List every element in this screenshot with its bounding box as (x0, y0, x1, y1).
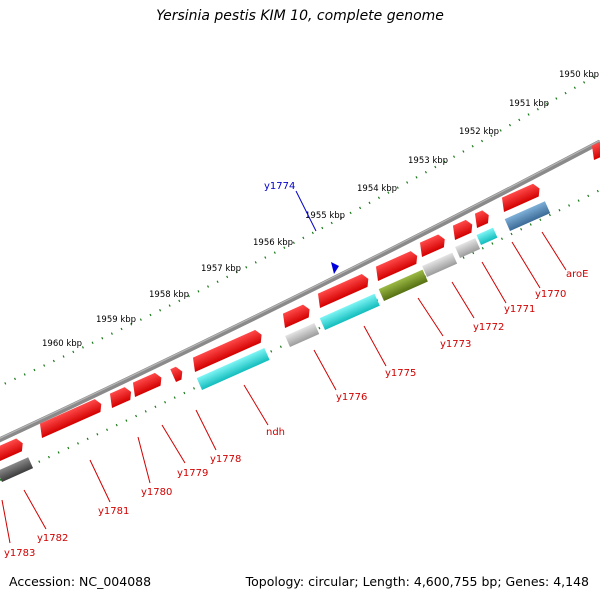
highlight-leader (295, 190, 317, 232)
scale-label: 1955 kbp (305, 211, 345, 221)
gene-arrow[interactable] (279, 303, 312, 328)
forward-strand-genes (0, 142, 600, 463)
gene-arrow[interactable] (106, 385, 134, 408)
gene-block[interactable] (422, 252, 458, 277)
gene-label[interactable]: y1779 (177, 468, 208, 479)
gene-arrow[interactable] (36, 398, 104, 438)
gene-label[interactable]: y1781 (98, 506, 129, 517)
map-title: Yersinia pestis KIM 10, complete genome (156, 8, 444, 24)
leader-line (363, 325, 387, 367)
gene-arrow[interactable] (372, 250, 420, 281)
leader-line (1, 499, 11, 544)
leader-line (89, 459, 111, 503)
highlight-label[interactable]: y1774 (264, 181, 295, 192)
highlight-marker-icon[interactable] (331, 262, 339, 274)
gene-label[interactable]: aroE (566, 269, 588, 280)
leader-line (451, 281, 475, 319)
gene-label[interactable]: y1771 (504, 304, 535, 315)
genome-backbone-highlight (0, 139, 600, 439)
leader-line (511, 241, 541, 289)
accession-text: Accession: NC_004088 (9, 574, 152, 589)
gene-label[interactable]: ndh (266, 427, 285, 438)
reverse-strand-genes (0, 201, 551, 482)
gene-label[interactable]: y1773 (440, 339, 471, 350)
scale-label: 1958 kbp (149, 290, 189, 300)
genome-summary-text: Topology: circular; Length: 4,600,755 bp… (245, 574, 589, 589)
gene-arrow[interactable] (471, 209, 491, 228)
gene-arrow[interactable] (588, 142, 600, 160)
leader-line (137, 436, 151, 484)
scale-label: 1954 kbp (357, 184, 397, 194)
scale-label: 1960 kbp (42, 339, 82, 349)
gene-block[interactable] (504, 201, 551, 231)
scale-label: 1953 kbp (408, 156, 448, 166)
gene-arrow[interactable] (0, 437, 26, 463)
gene-label[interactable]: y1783 (4, 548, 35, 559)
scale-label: 1959 kbp (96, 315, 136, 325)
gene-label-layer: aroE y1770 y1771 y1772 y1773 y1775 y1776… (1, 231, 588, 559)
gene-label[interactable]: y1780 (141, 487, 172, 498)
scale-label: 1957 kbp (201, 264, 241, 274)
leader-line (541, 231, 567, 271)
leader-line (243, 384, 269, 426)
gene-arrow[interactable] (189, 328, 264, 372)
gene-block[interactable] (0, 457, 34, 482)
scale-label: 1950 kbp (559, 70, 599, 80)
gene-label[interactable]: y1776 (336, 392, 367, 403)
gene-block[interactable] (455, 238, 481, 258)
gene-label[interactable]: y1770 (535, 289, 566, 300)
gene-label[interactable]: y1782 (37, 533, 68, 544)
genome-backbone (0, 139, 600, 443)
scale-label: 1956 kbp (253, 238, 293, 248)
gene-arrow[interactable] (449, 218, 475, 240)
gene-arrow[interactable] (314, 272, 371, 308)
gene-arrow[interactable] (129, 371, 164, 397)
gene-block[interactable] (196, 348, 270, 390)
scale-label: 1951 kbp (509, 99, 549, 109)
leader-line (481, 261, 507, 304)
leader-line (195, 409, 217, 451)
gene-label[interactable]: y1775 (385, 368, 416, 379)
gene-block[interactable] (378, 269, 428, 301)
gene-label[interactable]: y1772 (473, 322, 504, 333)
gene-arrow[interactable] (170, 365, 185, 382)
gene-arrow[interactable] (416, 233, 447, 257)
gene-block[interactable] (319, 293, 380, 330)
scale-label: 1952 kbp (459, 127, 499, 137)
gene-block[interactable] (476, 227, 498, 245)
leader-line (313, 349, 337, 391)
leader-line (161, 424, 186, 464)
leader-line (417, 297, 444, 337)
gene-block[interactable] (285, 323, 320, 347)
gene-label[interactable]: y1778 (210, 454, 241, 465)
gene-arrow[interactable] (498, 182, 542, 212)
leader-line (23, 489, 47, 530)
